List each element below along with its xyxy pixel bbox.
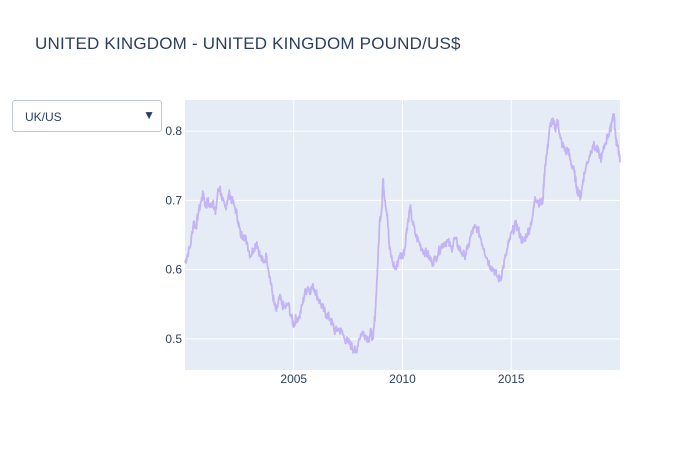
y-tick-label: 0.8 [165,124,182,138]
x-tick-label: 2015 [498,372,525,386]
series-line [184,112,621,354]
triangle-down-icon: ▼ [143,108,155,122]
dropdown-selected-value: UK/US [25,110,62,124]
y-tick-label: 0.5 [165,332,182,346]
tick-labels: 0.5 0.6 0.7 0.8 2005 2010 2015 [165,124,525,386]
x-tick-label: 2005 [280,372,307,386]
series-lines [184,112,621,354]
series-dropdown[interactable]: UK/US ▼ [12,100,162,132]
chart-title: UNITED KINGDOM - UNITED KINGDOM POUND/US… [35,34,461,53]
y-tick-label: 0.7 [165,193,182,207]
y-tick-label: 0.6 [165,263,182,277]
x-tick-label: 2010 [389,372,416,386]
